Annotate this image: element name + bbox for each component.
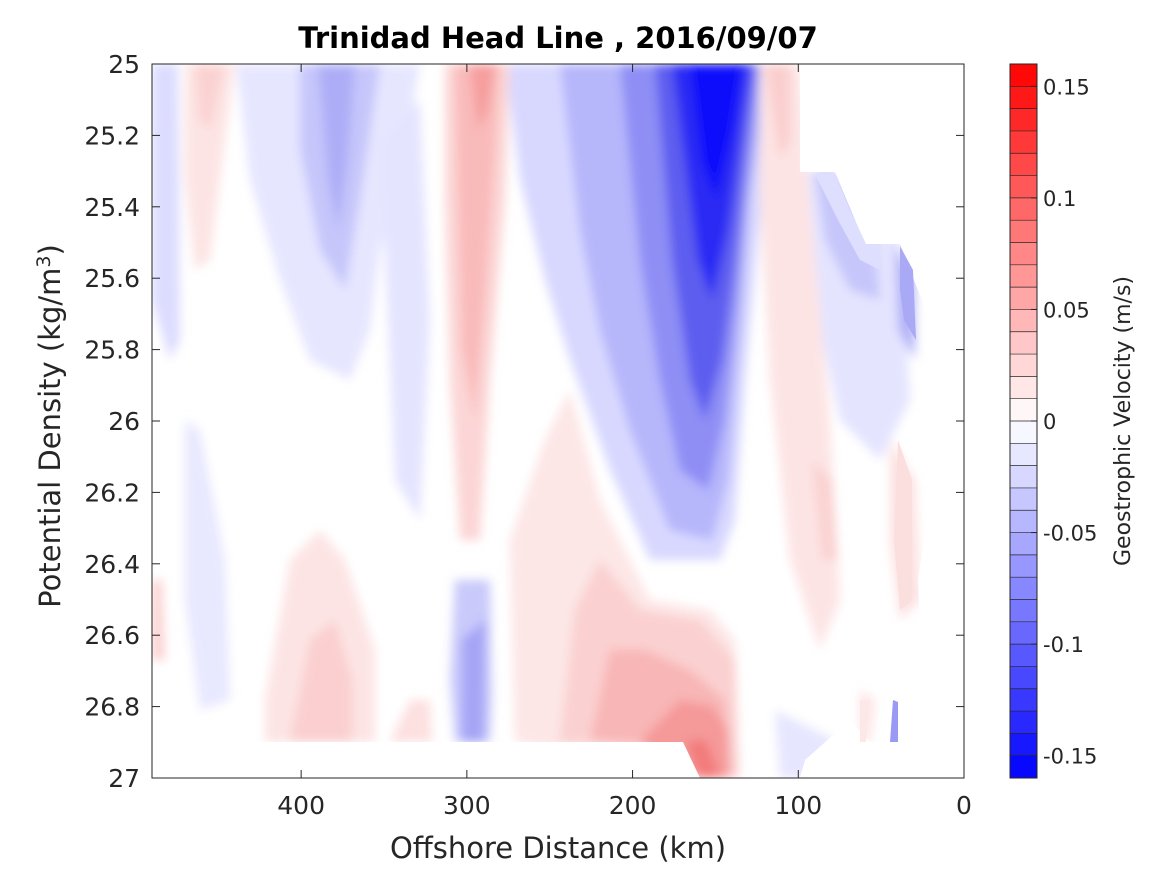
missing-data-region [152,742,700,778]
contour-field [152,64,964,778]
y-tick-label: 26.4 [84,550,140,579]
colorbar-level [1010,465,1037,489]
colorbar-level [1010,264,1037,288]
contour-region [686,740,720,778]
colorbar-tick-label: -0.05 [1043,522,1097,546]
colorbar-label: Geostrophic Velocity (m/s) [1111,276,1136,566]
contour-region [152,64,180,360]
y-tick-label: 25 [108,50,140,79]
colorbar-level [1010,153,1037,177]
contour-region [765,64,790,160]
colorbar-level [1010,130,1037,154]
colorbar-level [1010,242,1037,266]
y-tick-label: 25.8 [84,336,140,365]
contour-region [894,440,912,610]
contour-region [185,420,230,710]
colorbar-level [1010,711,1037,734]
y-tick-label: 25.4 [84,193,140,222]
contour-region [380,100,430,520]
contour-region [195,64,225,130]
y-axis-label: Potential Density (kg/m3) [33,244,67,608]
colorbar-level [1010,86,1037,110]
contour-region [815,174,880,270]
y-tick-label: 26.6 [84,621,140,650]
y-axis-label-main: Potential Density (kg/m [33,268,67,608]
contour-region [690,64,742,200]
y-tick-label: 26.2 [84,478,140,507]
colorbar-level [1010,599,1037,623]
contour-region [185,64,235,270]
colorbar-level [1010,220,1037,243]
y-axis-label-sup: 3 [33,255,55,267]
x-tick-label: 300 [443,791,491,820]
colorbar-level [1010,376,1037,400]
y-axis-label-close: ) [33,244,67,255]
contour-region [152,580,165,660]
colorbar-level [1010,688,1037,712]
y-tick-label: 27 [108,764,140,793]
colorbar-level [1010,398,1037,422]
colorbar-tick-label: 0.15 [1043,75,1090,99]
colorbar-level [1010,644,1037,667]
missing-data-region [800,64,964,778]
colorbar-level [1010,421,1037,444]
contour-region [318,64,355,230]
contour-region [470,64,495,130]
colorbar-level [1010,108,1037,132]
y-tick-label: 26.8 [84,693,140,722]
colorbar-tick-label: 0.05 [1043,298,1090,322]
colorbar-level [1010,175,1037,199]
y-tick-label: 25.2 [84,121,140,150]
colorbar-level [1010,666,1037,690]
colorbar-level [1010,577,1037,600]
contour-region [812,460,838,560]
y-tick-label: 26 [108,407,140,436]
contour-region [900,246,916,340]
x-axis: 400 300 200 100 0 [277,64,972,820]
contour-region [290,620,352,742]
colorbar-level [1010,621,1037,645]
colorbar-tick-label: -0.15 [1043,745,1097,769]
colorbar-tick-label: 0 [1043,410,1056,434]
contour-region [462,620,485,742]
colorbar-tick-label: 0.1 [1043,187,1076,211]
x-tick-label: 100 [774,791,822,820]
colorbar: 0.15 0.1 0.05 0 -0.05 -0.1 -0.15 [1009,63,1097,779]
colorbar-level [1010,755,1037,779]
contour-region [860,700,870,742]
y-tick-label: 25.6 [84,264,140,293]
colorbar-level [1010,510,1037,534]
colorbar-level [1010,197,1037,221]
colorbar-level [1010,354,1037,377]
colorbar-level [1010,331,1037,355]
colorbar-level [1010,733,1037,757]
x-tick-label: 200 [609,791,657,820]
colorbar-level [1010,532,1037,556]
colorbar-level [1010,554,1037,578]
colorbar-level [1010,309,1037,333]
colorbar-level [1010,443,1037,467]
x-tick-label: 400 [277,791,325,820]
contour-region [390,700,432,742]
x-tick-label: 0 [956,791,972,820]
colorbar-level [1010,287,1037,310]
y-axis: 25 25.2 25.4 25.6 25.8 26 26.2 26.4 26.6 26.8 27 [84,50,964,793]
x-axis-label: Offshore Distance (km) [390,831,726,865]
colorbar-level [1010,64,1037,87]
chart-title: Trinidad Head Line , 2016/09/07 [298,21,818,55]
contour-region [455,64,500,420]
colorbar-level [1010,487,1037,511]
colorbar-tick-label: -0.1 [1043,633,1084,657]
contour-region [890,700,898,742]
